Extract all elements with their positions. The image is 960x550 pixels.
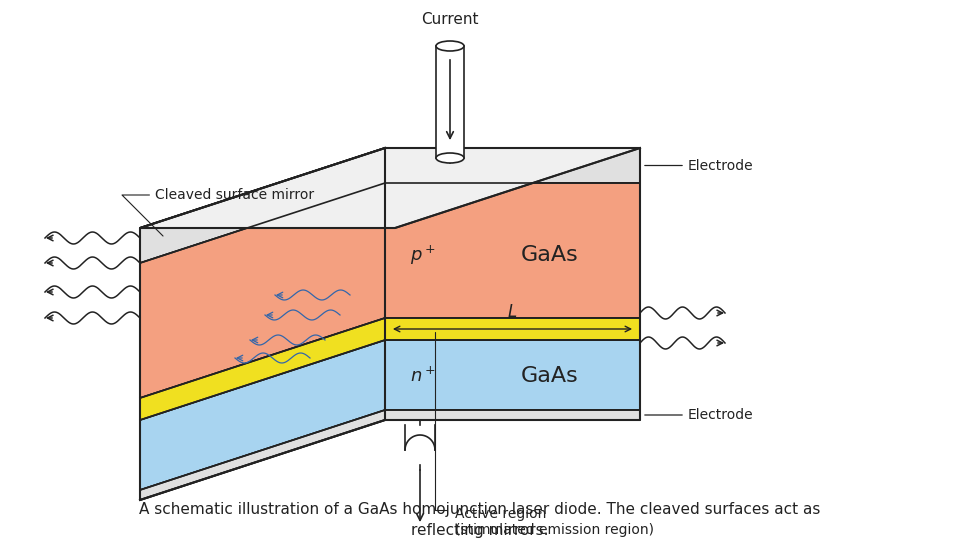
Polygon shape [385, 318, 640, 340]
Polygon shape [385, 410, 640, 420]
Text: Electrode: Electrode [688, 158, 754, 173]
Bar [436, 46, 464, 158]
Polygon shape [140, 318, 385, 420]
Polygon shape [140, 148, 640, 228]
Text: A schematic illustration of a GaAs homojunction laser diode. The cleaved surface: A schematic illustration of a GaAs homoj… [139, 502, 821, 538]
Ellipse shape [436, 41, 464, 51]
Polygon shape [385, 148, 640, 183]
Text: $L$: $L$ [508, 303, 517, 321]
Polygon shape [385, 183, 640, 318]
Text: Active region
(stimulated emission region): Active region (stimulated emission regio… [455, 507, 654, 537]
Polygon shape [385, 340, 640, 410]
Ellipse shape [436, 153, 464, 163]
Text: Cleaved surface mirror: Cleaved surface mirror [122, 188, 314, 236]
Polygon shape [140, 340, 385, 490]
Text: $p^+$: $p^+$ [410, 243, 436, 267]
Polygon shape [140, 183, 385, 398]
Text: GaAs: GaAs [521, 366, 579, 386]
Polygon shape [140, 148, 640, 228]
Text: Electrode: Electrode [688, 408, 754, 422]
Text: Current: Current [421, 12, 479, 27]
Text: GaAs: GaAs [521, 245, 579, 265]
Text: $n^+$: $n^+$ [410, 366, 436, 386]
Polygon shape [140, 148, 385, 263]
Polygon shape [140, 410, 385, 500]
